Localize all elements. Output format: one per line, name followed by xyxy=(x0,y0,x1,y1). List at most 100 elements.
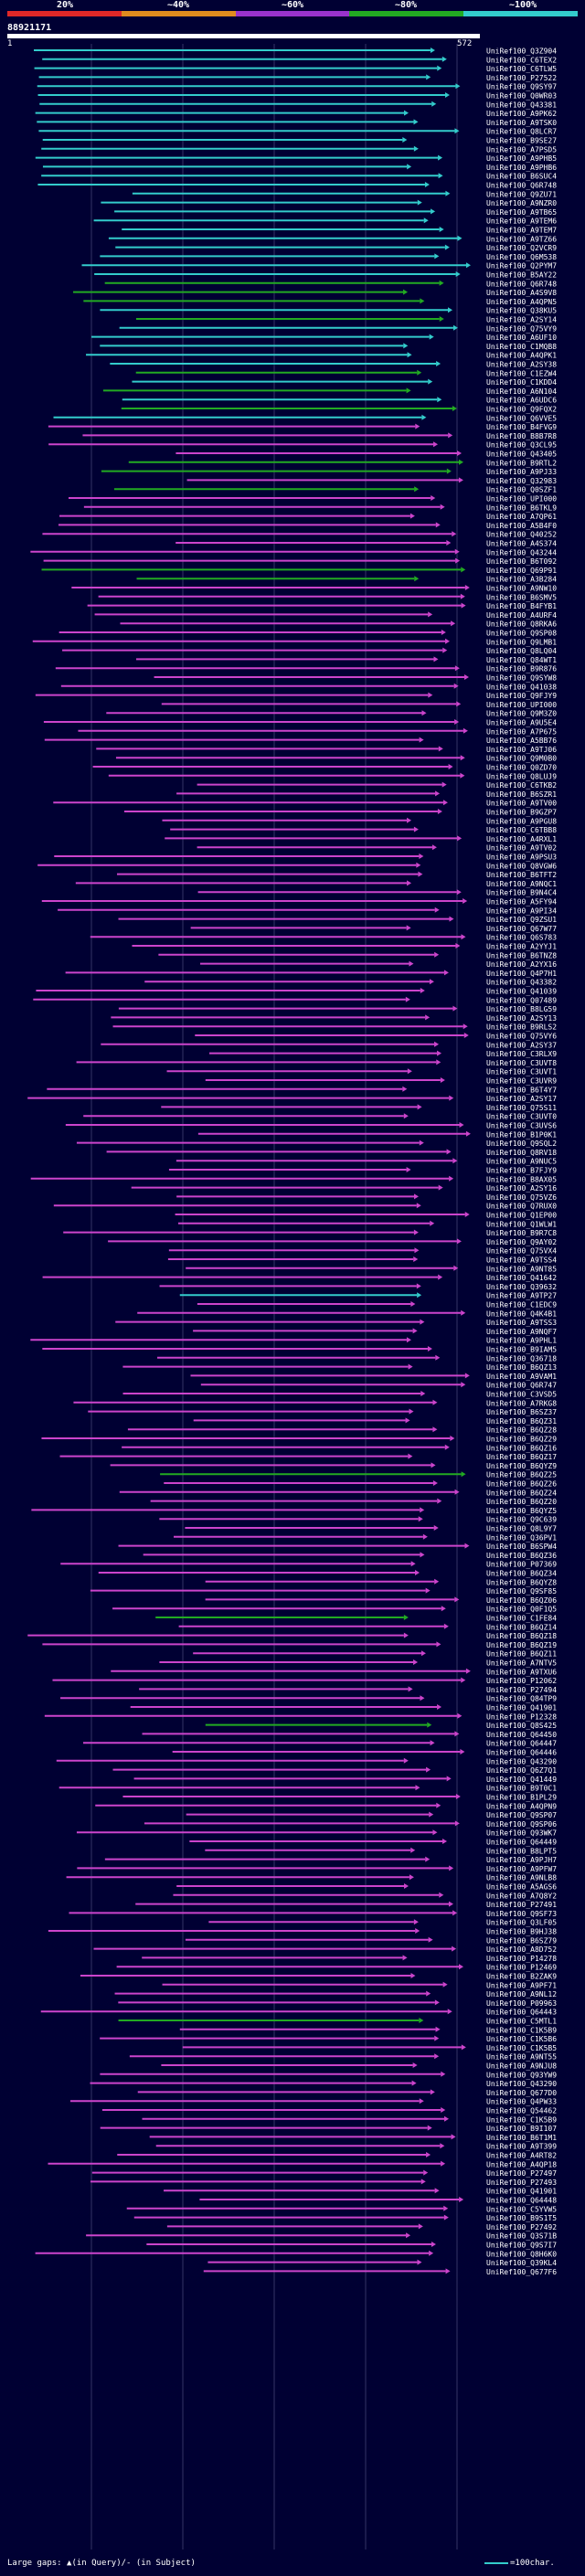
hit-label: UniRef100_A9NQF7 xyxy=(486,1328,557,1336)
hit-arrow xyxy=(458,459,463,465)
hit-arrow xyxy=(403,110,409,116)
hit-label: UniRef100_Q6M538 xyxy=(486,253,557,261)
hit-label: UniRef100_A9PHL1 xyxy=(486,1337,557,1345)
hit-label: UniRef100_A2YX16 xyxy=(486,960,557,969)
hit-label: UniRef100_Q9FQX2 xyxy=(486,406,557,414)
hit-label: UniRef100_A9NT85 xyxy=(486,1265,557,1273)
hit-label: UniRef100_A4S374 xyxy=(486,540,557,548)
hit-arrow xyxy=(406,925,411,931)
hit-arrow xyxy=(465,1130,471,1137)
hit-label: UniRef100_B6QZ29 xyxy=(486,1436,557,1444)
hit-arrow xyxy=(406,1337,411,1343)
hit-arrow xyxy=(428,692,433,698)
hit-arrow xyxy=(420,1552,425,1558)
hit-label: UniRef100_Q6VVE5 xyxy=(486,414,557,422)
hit-arrow xyxy=(409,1408,414,1415)
hit-label: UniRef100_C5MTL1 xyxy=(486,2018,557,2026)
hit-arrow xyxy=(461,602,466,609)
hit-label: UniRef100_C6TBB8 xyxy=(486,826,557,834)
legend-segment-5 xyxy=(463,11,578,16)
hit-label: UniRef100_A7Q8Y2 xyxy=(486,1892,557,1900)
hit-arrow xyxy=(402,1955,408,1961)
hit-arrow xyxy=(460,755,465,761)
hit-label: UniRef100_B9RLS2 xyxy=(486,1023,557,1032)
hit-arrow xyxy=(406,1167,411,1172)
hit-label: UniRef100_Q39KL4 xyxy=(486,2259,557,2267)
hit-arrow xyxy=(419,2098,424,2104)
hit-arrow xyxy=(442,1981,448,1988)
hit-arrow xyxy=(419,2018,424,2023)
hit-arrow xyxy=(464,1212,470,1217)
hit-label: UniRef100_Q84WT1 xyxy=(486,656,557,664)
hit-label: UniRef100_A9NQC1 xyxy=(486,880,557,888)
hit-arrow xyxy=(456,701,462,707)
hit-arrow xyxy=(423,2169,429,2176)
hit-arrow xyxy=(461,1382,466,1388)
hit-label: UniRef100_Q9C639 xyxy=(486,1516,557,1524)
hit-label: UniRef100_Q8RKA6 xyxy=(486,620,557,629)
query-end: 572 xyxy=(457,39,473,48)
hit-label: UniRef100_Q93WK7 xyxy=(486,1829,557,1838)
hit-arrow xyxy=(452,1910,458,1916)
scale-legend: =100char. xyxy=(484,2559,555,2568)
hit-label: UniRef100_B6SZ79 xyxy=(486,1936,557,1945)
hit-label: UniRef100_Q84TP9 xyxy=(486,1695,557,1703)
hit-label: UniRef100_P12469 xyxy=(486,1964,557,1972)
hit-label: UniRef100_A7QP61 xyxy=(486,513,557,521)
hit-arrow xyxy=(465,1668,471,1674)
hit-arrow xyxy=(448,764,453,769)
hit-label: UniRef100_Q8H6K0 xyxy=(486,2250,557,2258)
legend-segment-1 xyxy=(7,11,122,16)
hit-arrow xyxy=(417,369,422,376)
hit-label: UniRef100_B6QZ18 xyxy=(486,1632,557,1640)
hit-arrow xyxy=(465,262,471,269)
hit-label: UniRef100_Q43381 xyxy=(486,101,557,109)
legend-label-80: ~80% xyxy=(395,0,418,10)
hit-label: UniRef100_A4RT82 xyxy=(486,2152,557,2160)
hit-arrow xyxy=(446,540,452,546)
hit-label: UniRef100_Q75S11 xyxy=(486,1104,557,1112)
hit-arrow xyxy=(413,145,419,152)
hit-label: UniRef100_Q75VZ6 xyxy=(486,1193,557,1202)
hit-label: UniRef100_A6N104 xyxy=(486,387,557,396)
hit-label: UniRef100_B1P0K1 xyxy=(486,1130,557,1139)
hit-label: UniRef100_B6QZ24 xyxy=(486,1489,557,1497)
hit-label: UniRef100_Q9ZSU1 xyxy=(486,916,557,924)
hit-arrow xyxy=(451,620,456,627)
hit-arrow xyxy=(440,1077,445,1083)
hit-label: UniRef100_Q40252 xyxy=(486,531,557,539)
hit-label: UniRef100_B6QZ20 xyxy=(486,1498,557,1506)
hit-arrow xyxy=(425,1014,431,1021)
hit-label: UniRef100_B6QZ34 xyxy=(486,1570,557,1578)
hit-arrow xyxy=(403,1757,409,1764)
hit-label: UniRef100_B9HJ38 xyxy=(486,1928,557,1936)
hit-arrow xyxy=(454,1489,460,1495)
hit-arrow xyxy=(434,906,440,913)
hit-arrow xyxy=(403,1615,409,1620)
hit-arrow xyxy=(456,1238,462,1245)
hit-arrow xyxy=(458,477,463,483)
hit-arrow xyxy=(403,1632,409,1638)
hit-label: UniRef100_A9TXU6 xyxy=(486,1668,557,1676)
hit-label: UniRef100_A2SY14 xyxy=(486,316,557,324)
hit-label: UniRef100_Q4K4B1 xyxy=(486,1309,557,1318)
hit-label: UniRef100_Q8S425 xyxy=(486,1722,557,1730)
hit-arrow xyxy=(433,656,439,663)
hit-arrow xyxy=(408,1363,413,1370)
hit-label: UniRef100_B6QZ11 xyxy=(486,1650,557,1659)
hit-label: UniRef100_Q8LCR7 xyxy=(486,128,557,136)
hit-label: UniRef100_A9T399 xyxy=(486,2143,557,2151)
hit-label: UniRef100_C1MQB8 xyxy=(486,343,557,351)
hit-label: UniRef100_A9TSS3 xyxy=(486,1319,557,1327)
hit-arrow xyxy=(434,951,440,958)
hit-arrow xyxy=(418,871,423,877)
hit-arrow xyxy=(438,746,443,752)
hit-arrow xyxy=(422,1533,428,1540)
hit-arrow xyxy=(457,451,463,456)
hit-arrow xyxy=(434,2053,440,2060)
hit-label: UniRef100_Q3CL95 xyxy=(486,441,557,450)
hit-arrow xyxy=(461,1471,466,1478)
hit-label: UniRef100_B6SZ37 xyxy=(486,1408,557,1416)
hit-arrow xyxy=(420,1695,425,1701)
